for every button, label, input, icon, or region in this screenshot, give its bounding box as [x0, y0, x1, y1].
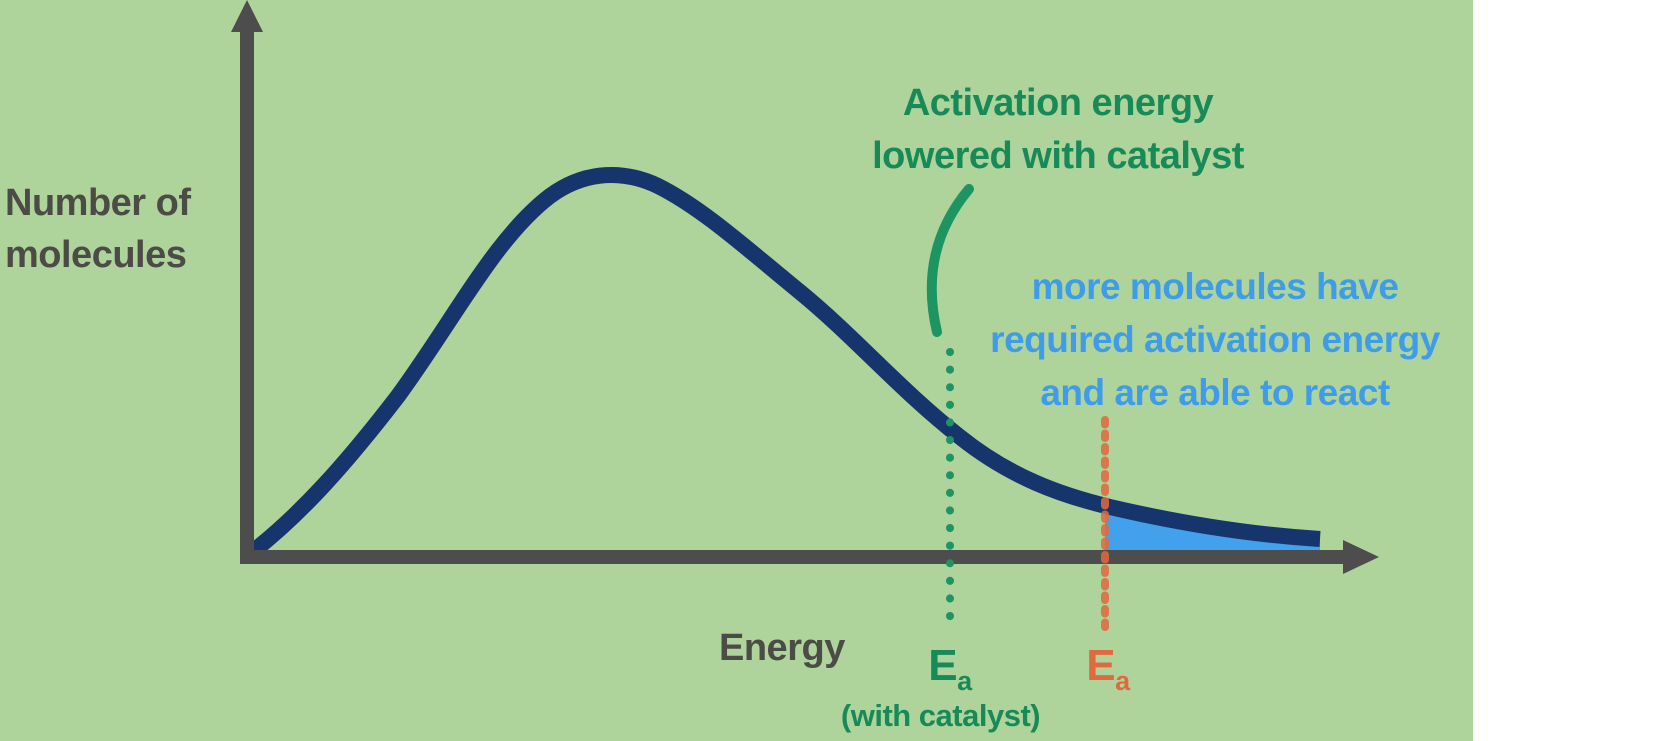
- ea-with-catalyst-label: Ea: [895, 644, 1005, 703]
- react-annotation: more molecules have required activation …: [950, 260, 1480, 419]
- ea-label: Ea: [1058, 644, 1158, 703]
- react-annotation-line1: more molecules have: [1031, 266, 1399, 307]
- ea-with-catalyst-subscript: a: [957, 665, 972, 696]
- x-axis-arrow-icon: [1343, 540, 1379, 574]
- ea-subscript: a: [1115, 665, 1130, 696]
- y-axis-label-line2: molecules: [5, 234, 187, 276]
- catalyst-note-pointer-curve: [926, 184, 974, 337]
- catalyst-annotation: Activation energy lowered with catalyst: [843, 77, 1273, 183]
- distribution-curve: [246, 167, 1321, 560]
- ea-with-catalyst-symbol: E: [928, 641, 958, 690]
- x-axis-line: [240, 550, 1344, 564]
- y-axis-label: Number of molecules: [5, 177, 191, 281]
- x-axis-label: Energy: [719, 627, 845, 669]
- y-axis-arrow-icon: [231, 0, 263, 32]
- y-axis-line: [240, 26, 254, 564]
- react-annotation-line2: required activation energy: [990, 319, 1440, 360]
- react-annotation-line3: and are able to react: [1040, 372, 1390, 413]
- with-catalyst-caption: (with catalyst): [840, 698, 1041, 733]
- ea-symbol: E: [1086, 641, 1116, 690]
- y-axis-label-line1: Number of: [5, 182, 191, 224]
- catalyst-annotation-line1: Activation energy: [902, 82, 1214, 124]
- catalyst-annotation-line2: lowered with catalyst: [872, 135, 1244, 177]
